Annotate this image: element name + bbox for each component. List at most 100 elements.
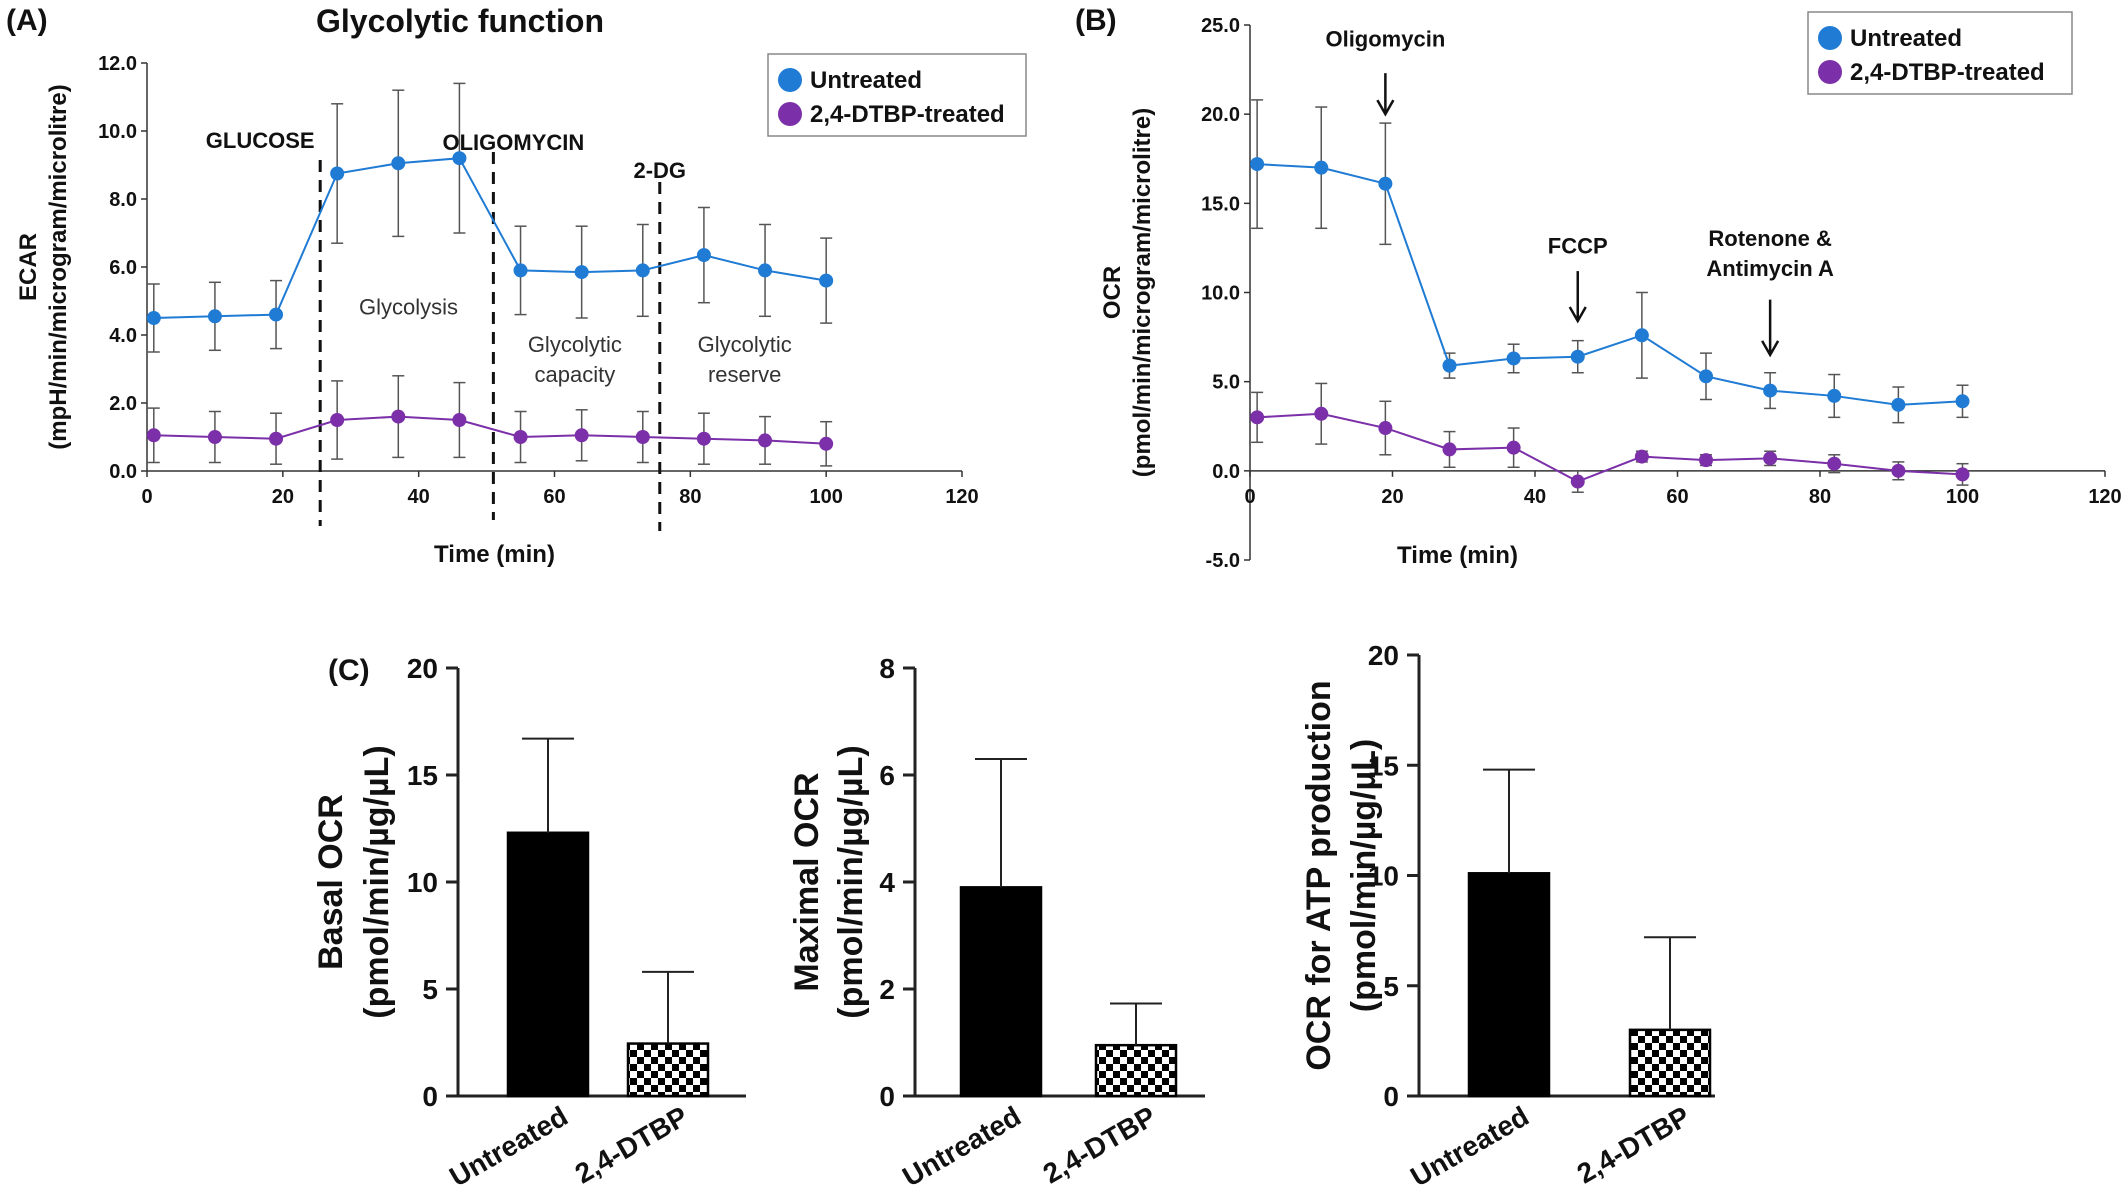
data-point xyxy=(1314,160,1329,175)
data-point xyxy=(146,428,161,443)
data-point xyxy=(819,273,834,288)
data-point xyxy=(1763,451,1778,466)
data-point xyxy=(513,430,528,444)
y-tick-label: 5 xyxy=(1383,971,1399,1002)
data-point xyxy=(635,430,650,444)
y-tick-label: 10 xyxy=(1368,861,1399,892)
x-tick-label: 0 xyxy=(141,486,152,508)
data-point xyxy=(513,263,528,278)
data-point xyxy=(1634,328,1649,343)
x-tick-label: 0 xyxy=(1244,486,1255,508)
injection-arrow-head xyxy=(1761,340,1780,358)
y-tick-label: 6 xyxy=(879,760,895,791)
series-line xyxy=(153,157,827,319)
y-axis-label: OCR xyxy=(1099,266,1126,319)
category-label: Untreated xyxy=(444,1100,573,1191)
event-label: 2-DG xyxy=(633,158,686,183)
data-point xyxy=(758,433,773,448)
legend-label: 2,4-DTBP-treated xyxy=(810,101,1005,128)
chart-c-maximal-ocr: 0 2 4 6 8 Untreated 2,4-DTBP Maximal OCR (pmol/m… xyxy=(788,653,1205,1191)
legend-marker xyxy=(1818,26,1842,50)
y-tick-label: 20.0 xyxy=(1201,104,1240,126)
bar xyxy=(626,1042,710,1098)
y-tick-label: 20 xyxy=(1368,640,1399,671)
y-tick-label: 20 xyxy=(407,653,438,684)
y-tick-label: 0 xyxy=(422,1081,438,1112)
x-tick-label: 80 xyxy=(1809,486,1831,508)
data-point xyxy=(1763,383,1778,398)
y-axis-label: Maximal OCR xyxy=(788,772,826,991)
y-tick-label: 2.0 xyxy=(109,393,137,415)
legend-box xyxy=(1807,11,2073,95)
bar xyxy=(1094,1043,1178,1098)
x-tick-label: 60 xyxy=(1666,486,1688,508)
bar xyxy=(1628,1028,1712,1098)
legend-label: 2,4-DTBP-treated xyxy=(1850,59,2045,86)
data-point xyxy=(1442,442,1457,457)
data-point xyxy=(1250,410,1265,425)
chart-title: Glycolytic function xyxy=(316,3,604,39)
y-tick-label: 4.0 xyxy=(109,325,137,347)
x-tick-label: 80 xyxy=(679,486,701,508)
x-tick-label: 120 xyxy=(945,486,978,508)
injection-label: Rotenone & xyxy=(1708,226,1832,251)
panel-label-c: (C) xyxy=(328,654,370,687)
x-axis-label: Time (min) xyxy=(1397,542,1518,569)
region-label: Glycolysis xyxy=(359,295,458,320)
y-tick-label: 4 xyxy=(879,867,895,898)
region-label: Glycolytic xyxy=(528,332,622,357)
data-point xyxy=(1378,176,1393,191)
y-tick-label: 10.0 xyxy=(98,121,137,143)
data-point xyxy=(574,428,589,443)
x-tick-label: 40 xyxy=(408,486,430,508)
y-axis-label: OCR for ATP production xyxy=(1300,680,1338,1070)
panel-label-a: (A) xyxy=(6,4,48,37)
y-axis-unit-label: (pmol/min/µg/µL) xyxy=(832,745,870,1018)
legend-marker xyxy=(778,102,802,126)
event-label: OLIGOMYCIN xyxy=(442,130,584,155)
x-tick-label: 100 xyxy=(1946,486,1979,508)
y-axis-unit-label: (pmol/min/µg/µL) xyxy=(1345,739,1383,1012)
event-label: GLUCOSE xyxy=(206,128,315,153)
legend-label: Untreated xyxy=(1850,25,1962,52)
data-point xyxy=(452,151,467,166)
bar xyxy=(959,886,1043,1098)
data-point xyxy=(1699,453,1713,468)
series-line xyxy=(153,415,827,445)
chart-b-ocr: -5.0 0.0 5.0 10.0 15.0 20.0 25.0 0 20 40 60 80 100 12… xyxy=(1099,11,2122,572)
y-tick-label: 5 xyxy=(422,974,438,1005)
region-label: capacity xyxy=(535,362,616,387)
data-point xyxy=(696,248,711,263)
data-point xyxy=(1891,397,1906,412)
data-point xyxy=(1506,351,1521,366)
data-point xyxy=(391,156,406,171)
y-axis-unit-label: (pmol/min/microgram/microlitre) xyxy=(1129,108,1156,477)
injection-arrow-head xyxy=(1568,306,1587,324)
y-tick-label: 15 xyxy=(407,760,438,791)
category-label: 2,4-DTBP xyxy=(570,1100,693,1189)
injection-label: Oligomycin xyxy=(1325,26,1445,51)
y-tick-label: 15 xyxy=(1368,750,1399,781)
injection-label: Antimycin A xyxy=(1706,256,1834,281)
data-point xyxy=(269,307,284,322)
y-axis-label: Basal OCR xyxy=(312,794,350,970)
data-point xyxy=(269,431,284,446)
y-tick-label: 10.0 xyxy=(1201,283,1240,305)
legend-label: Untreated xyxy=(810,67,922,94)
data-point xyxy=(330,413,345,427)
y-tick-label: 8.0 xyxy=(109,189,137,211)
data-point xyxy=(330,166,345,181)
data-point xyxy=(1250,157,1265,172)
data-point xyxy=(819,436,834,451)
data-point xyxy=(758,263,773,278)
category-label: 2,4-DTBP xyxy=(1572,1100,1695,1189)
y-tick-label: 8 xyxy=(879,653,895,684)
data-point xyxy=(391,409,406,424)
data-point xyxy=(1827,456,1842,471)
x-tick-label: 40 xyxy=(1524,486,1546,508)
data-point xyxy=(1891,463,1906,478)
y-tick-label: 10 xyxy=(407,867,438,898)
category-label: Untreated xyxy=(1405,1100,1534,1191)
x-tick-label: 20 xyxy=(1381,486,1403,508)
